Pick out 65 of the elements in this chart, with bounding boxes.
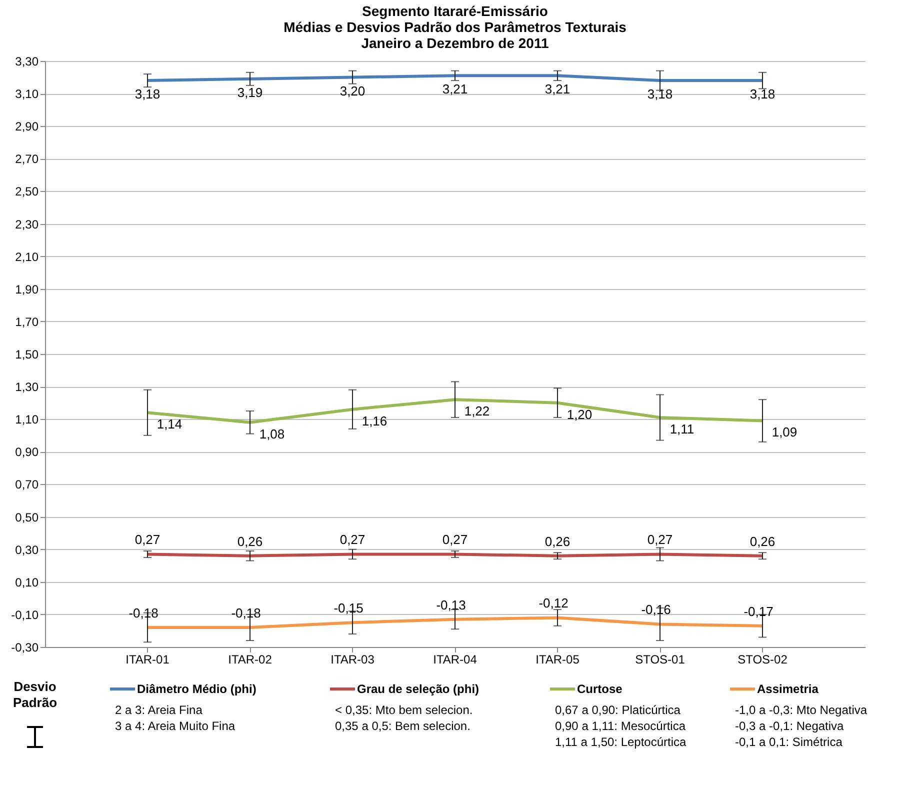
- data-label: 0,26: [544, 534, 570, 549]
- data-label: 1,11: [670, 421, 694, 436]
- data-label: 3,20: [340, 83, 366, 98]
- y-tick-label: 0,70: [15, 478, 39, 492]
- x-tick-label: STOS-02: [738, 652, 788, 666]
- data-label: 1,22: [464, 404, 490, 419]
- y-tick-label: 3,30: [15, 54, 39, 68]
- data-label: -0,17: [744, 604, 774, 619]
- data-label: 3,19: [237, 84, 263, 100]
- y-tick-label: 2,30: [15, 217, 39, 232]
- data-label: 1,14: [156, 416, 182, 432]
- y-tick-label: 2,10: [15, 250, 39, 264]
- y-tick-label: 0,30: [15, 542, 39, 557]
- y-tick-label: 2,50: [15, 184, 39, 199]
- y-tick-label: 0,10: [15, 575, 39, 590]
- data-label: -0,12: [538, 596, 568, 611]
- y-tick-label: -0,10: [11, 608, 39, 622]
- text: Janeiro a Dezembro de 2011: [361, 35, 549, 51]
- legend-label: Diâmetro Médio (phi): [137, 682, 256, 696]
- data-label: 3,18: [134, 86, 160, 102]
- data-label: -0,13: [436, 597, 466, 612]
- x-tick-label: ITAR-05: [536, 652, 580, 666]
- legend-label: Curtose: [577, 682, 623, 696]
- data-label: 0,27: [340, 532, 366, 548]
- text: Médias e Desvios Padrão dos Parâmetros Texturais: [284, 19, 626, 35]
- legend-label: Grau de seleção (phi): [357, 682, 480, 696]
- data-label: 3,21: [544, 82, 570, 97]
- y-tick-label: 1,90: [15, 282, 39, 296]
- data-label: 3,18: [750, 86, 776, 102]
- x-tick-label: ITAR-04: [433, 652, 478, 666]
- text: Segmento Itararé-Emissário: [362, 3, 548, 19]
- y-tick-label: 2,90: [15, 120, 39, 134]
- data-label: -0,18: [231, 605, 261, 620]
- text: < 0,35: Mto bem selecion. 0,35 a 0,5: Bem selecion.: [335, 703, 473, 733]
- text: 2 a 3: Areia Fina 3 a 4: Areia Muito Fina: [115, 703, 236, 733]
- y-tick-label: 1,70: [15, 314, 39, 329]
- data-label: 0,27: [134, 532, 160, 548]
- x-tick-label: ITAR-01: [126, 652, 170, 666]
- y-tick-label: 0,50: [15, 510, 39, 524]
- legend-label: Assimetria: [757, 682, 819, 696]
- y-tick-label: -0,30: [11, 640, 39, 654]
- y-tick-label: 0,90: [15, 445, 39, 460]
- y-tick-label: 1,10: [15, 412, 39, 427]
- y-tick-label: 1,30: [15, 380, 39, 394]
- text: Desvio Padrão: [12, 679, 58, 710]
- data-label: 1,16: [362, 413, 388, 428]
- text: 0,67 a 0,90: Platicúrtica 0,90 a 1,11: Mesocúrtica 1,11 a 1,50: Leptocúrtica: [555, 703, 687, 749]
- data-label: 3,21: [442, 82, 468, 97]
- data-label: 3,18: [647, 86, 673, 102]
- data-label: 1,09: [772, 424, 798, 440]
- data-label: 0,26: [750, 534, 776, 549]
- data-label: -0,18: [128, 605, 158, 620]
- text: -1,0 a -0,3: Mto Negativa -0,3 a -0,1: Negativa -0,1 a 0,1: Simétrica: [735, 703, 868, 749]
- data-label: 0,27: [442, 532, 468, 548]
- y-tick-label: 3,10: [15, 87, 39, 102]
- data-label: 1,20: [566, 406, 592, 422]
- x-tick-label: ITAR-03: [330, 652, 375, 666]
- data-label: 0,27: [647, 532, 673, 548]
- x-tick-label: STOS-01: [635, 652, 686, 666]
- x-tick-label: ITAR-02: [228, 652, 272, 666]
- data-label: -0,15: [334, 600, 364, 616]
- data-label: 0,26: [237, 534, 263, 549]
- y-tick-label: 2,70: [15, 152, 39, 166]
- y-tick-label: 1,50: [15, 348, 39, 362]
- data-label: 1,08: [259, 426, 285, 442]
